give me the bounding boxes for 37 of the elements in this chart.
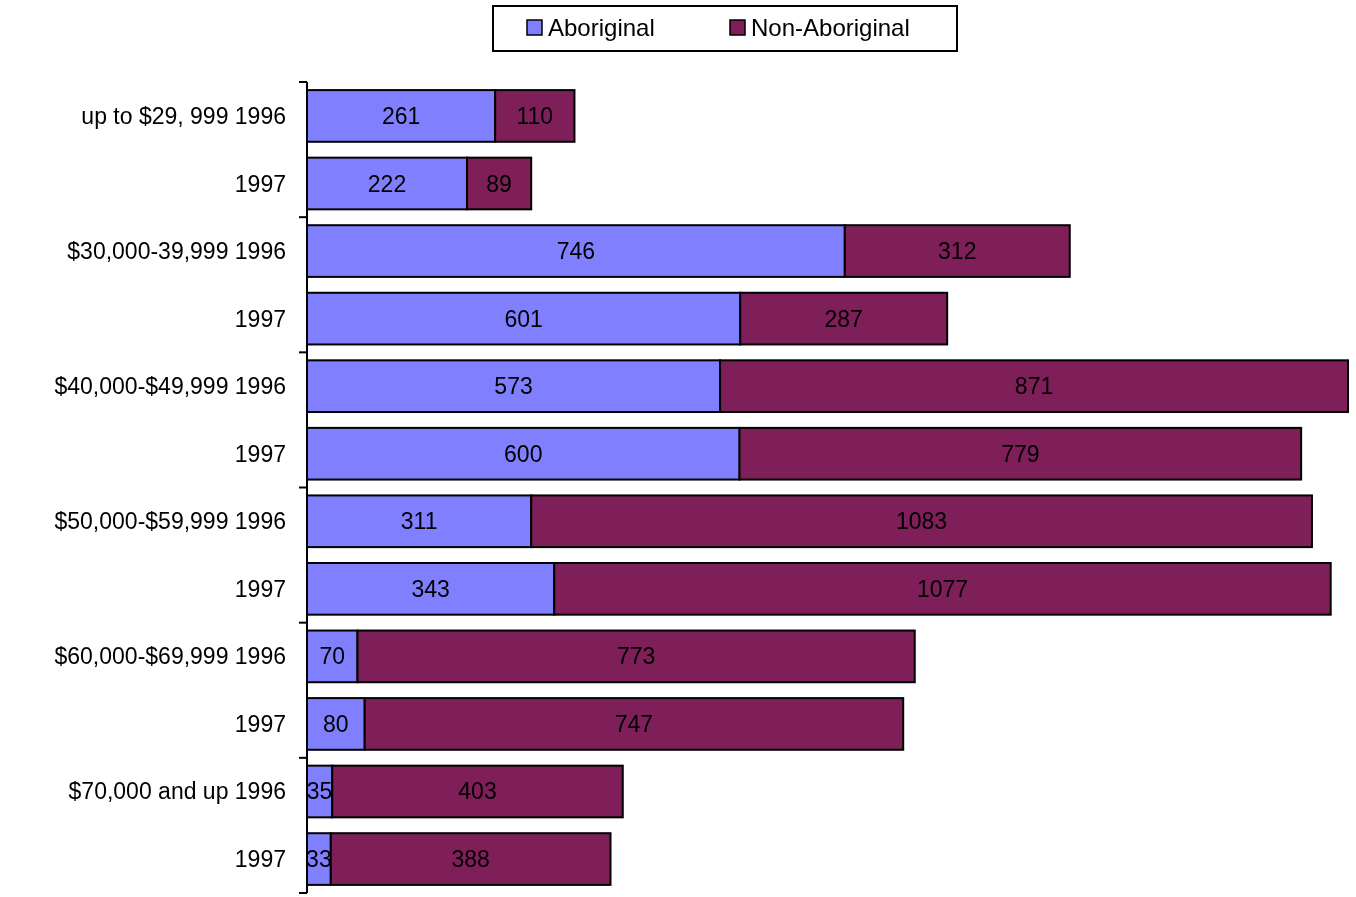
data-label: 779	[1001, 440, 1040, 467]
data-label: 601	[504, 305, 543, 332]
data-label: 747	[614, 710, 654, 737]
data-label: 1083	[895, 508, 948, 535]
y-tick-label: $70,000 and up 1996	[68, 778, 286, 805]
data-label: 403	[458, 778, 497, 805]
y-tick-label: up to $29, 999 1996	[81, 102, 286, 129]
data-label: 312	[938, 238, 977, 265]
data-label: 600	[504, 440, 543, 467]
y-tick-label: $60,000-$69,999 1996	[54, 643, 286, 670]
y-tick-label: 1997	[234, 710, 286, 737]
data-label: 70	[319, 643, 346, 670]
data-label: 287	[824, 305, 863, 332]
y-tick-label: $40,000-$49,999 1996	[54, 373, 286, 400]
y-tick-label: 1997	[234, 575, 286, 602]
data-label: 388	[451, 846, 490, 873]
data-label: 311	[400, 508, 438, 535]
data-label: 773	[616, 643, 656, 670]
data-label: 261	[381, 102, 421, 129]
y-tick-label: 1997	[234, 440, 286, 467]
data-label: 80	[323, 710, 349, 737]
data-label: 89	[486, 170, 512, 197]
y-tick-label: $50,000-$59,999 1996	[54, 508, 286, 535]
y-tick-label: 1997	[234, 846, 286, 873]
y-tick-label: 1997	[234, 170, 286, 197]
legend-label: Aboriginal	[548, 14, 655, 41]
y-tick-label: 1997	[234, 305, 286, 332]
legend-label: Non-Aboriginal	[751, 14, 910, 41]
data-label: 1077	[916, 575, 969, 602]
data-label: 110	[516, 102, 554, 129]
data-label: 343	[411, 575, 450, 602]
y-tick-label: $30,000-39,999 1996	[67, 238, 286, 265]
data-label: 33	[306, 846, 332, 873]
data-label: 746	[556, 238, 596, 265]
data-label: 222	[367, 170, 407, 197]
data-label: 573	[494, 373, 533, 400]
data-label: 871	[1014, 373, 1054, 400]
